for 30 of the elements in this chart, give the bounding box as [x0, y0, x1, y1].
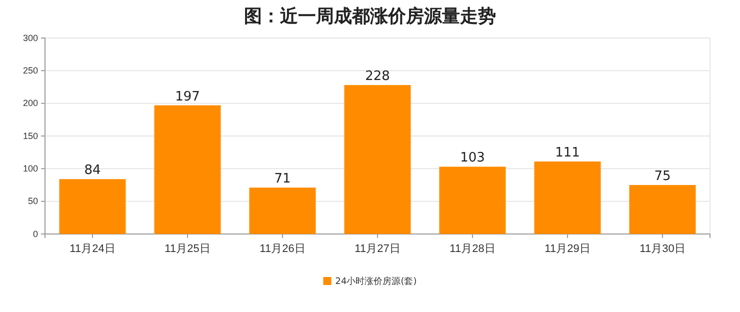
x-tick-label: 11月25日 [164, 243, 210, 255]
y-tick-label: 100 [22, 164, 38, 174]
data-label: 75 [654, 169, 671, 184]
data-label: 197 [175, 89, 200, 104]
data-label: 71 [274, 172, 291, 187]
y-tick-label: 50 [28, 196, 38, 206]
x-tick-label: 11月30日 [640, 243, 686, 255]
x-tick-label: 11月28日 [450, 243, 496, 255]
bar [59, 179, 126, 234]
bar [534, 161, 601, 234]
chart-title: 图：近一周成都涨价房源量走势 [244, 6, 496, 27]
bar [344, 85, 411, 234]
data-label: 228 [365, 69, 390, 84]
bar [629, 185, 696, 234]
y-tick-label: 0 [32, 228, 38, 239]
y-tick-label: 200 [22, 98, 38, 108]
y-tick-label: 300 [22, 32, 38, 43]
x-tick-label: 11月29日 [544, 243, 590, 255]
bar [249, 188, 316, 234]
x-tick-label: 11月27日 [354, 243, 400, 255]
data-label: 84 [84, 163, 101, 178]
bar [154, 105, 221, 234]
y-tick-label: 250 [22, 66, 38, 76]
data-label: 111 [555, 145, 580, 160]
data-label: 103 [460, 150, 485, 166]
legend-label: 24小时涨价房源(套) [335, 276, 417, 287]
bar [439, 166, 506, 234]
y-tick-label: 150 [22, 130, 38, 141]
x-tick-label: 11月24日 [70, 243, 116, 255]
x-tick-label: 11月26日 [260, 243, 306, 255]
